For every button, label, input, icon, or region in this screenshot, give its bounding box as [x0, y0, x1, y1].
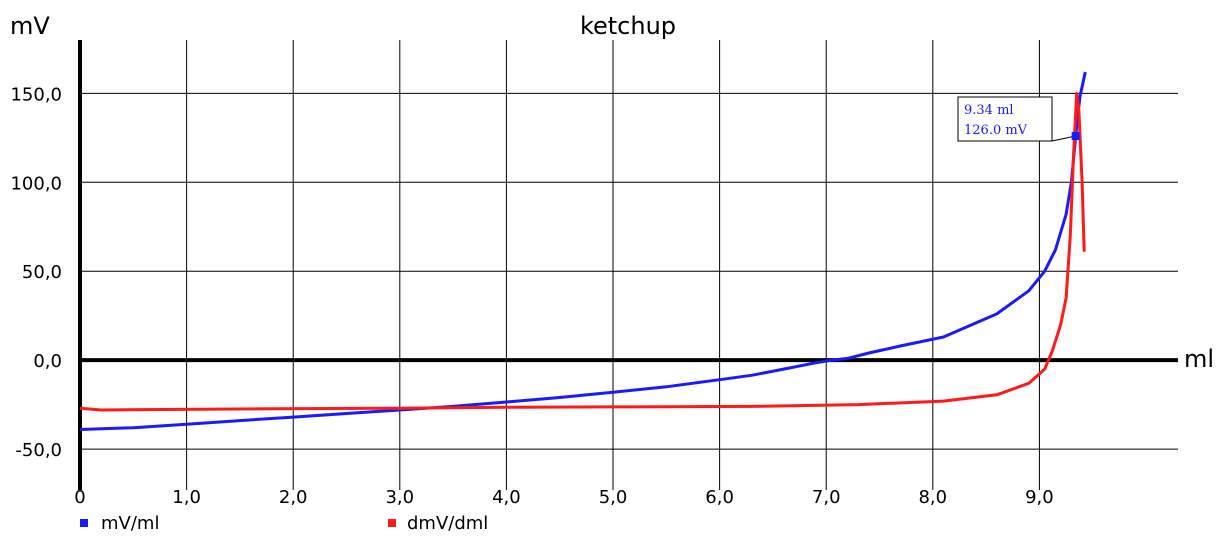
x-tick-label: 3,0 [385, 487, 414, 508]
grid-lines [80, 40, 1178, 490]
series-lines [79, 71, 1087, 431]
x-tick-label: 4,0 [492, 487, 521, 508]
legend: mV/ml dmV/dml [80, 513, 488, 534]
annotation-marker [1071, 132, 1080, 141]
y-axis-label: mV [10, 12, 50, 40]
annotation-x-value: 9.34 ml [964, 103, 1014, 118]
x-axis-label: ml [1184, 345, 1214, 373]
annotation-y-value: 126.0 mV [964, 123, 1028, 138]
y-tick-label: 100,0 [10, 173, 62, 194]
x-tick-label: 5,0 [599, 487, 628, 508]
legend-label-dmv-dml: dmV/dml [407, 513, 488, 534]
y-tick-label: 150,0 [10, 84, 62, 105]
x-tick-label: 7,0 [812, 487, 841, 508]
x-tick-label: 8,0 [918, 487, 947, 508]
x-tick-label: 1,0 [172, 487, 201, 508]
legend-swatch-mv-ml [80, 519, 88, 527]
series-line-1 [79, 91, 1086, 412]
y-tick-label: 50,0 [22, 262, 62, 283]
x-tick-label: 6,0 [705, 487, 734, 508]
x-tick-label: 2,0 [279, 487, 308, 508]
x-tick-label: 0 [74, 487, 85, 508]
legend-swatch-dmv-dml [388, 519, 396, 527]
annotation: 9.34 ml 126.0 mV [957, 96, 1080, 142]
series-line-0 [79, 71, 1087, 431]
y-tick-label: 0,0 [33, 351, 62, 372]
tick-labels: 0 1,0 2,0 3,0 4,0 5,0 6,0 7,0 8,0 9,0 -50,0 0,0 50,0… [10, 84, 1053, 508]
axes [78, 40, 1178, 490]
annotation-box [957, 96, 1053, 142]
legend-label-mv-ml: mV/ml [101, 513, 159, 534]
y-tick-label: -50,0 [15, 440, 62, 461]
chart-title: ketchup [580, 12, 676, 40]
x-tick-label: 9,0 [1025, 487, 1054, 508]
